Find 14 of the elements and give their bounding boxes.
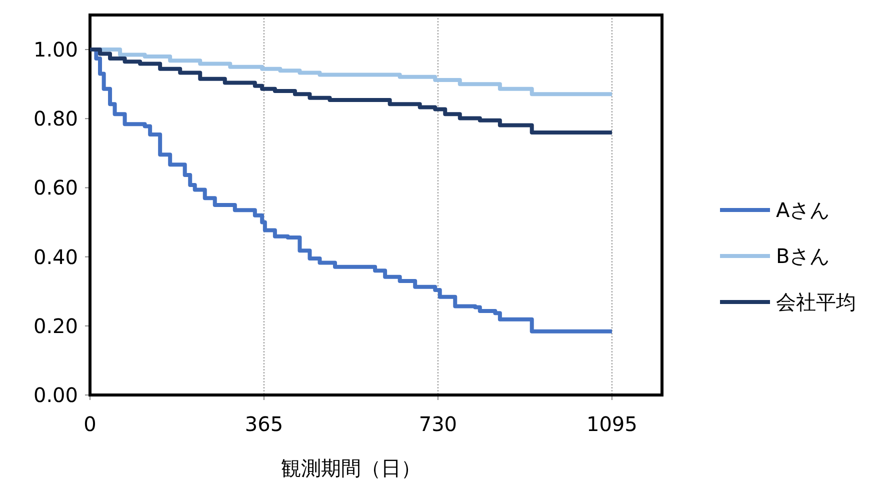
x-tick-label: 1095 [586, 412, 638, 436]
x-tick-label: 0 [84, 412, 96, 436]
legend-label: Aさん [776, 198, 830, 222]
x-tick-label: 730 [418, 412, 458, 436]
y-tick-label: 0.00 [33, 383, 78, 407]
y-tick-label: 0.80 [33, 106, 78, 131]
y-tick-label: 0.40 [33, 244, 78, 269]
legend-label: 会社平均 [776, 290, 856, 314]
x-axis-title: 観測期間（日） [280, 456, 421, 480]
legend-label: Bさん [776, 244, 830, 268]
y-tick-label: 0.60 [33, 176, 78, 200]
y-tick-label: 1.00 [33, 38, 78, 62]
y-tick-label: 0.20 [33, 314, 78, 338]
x-tick-label: 365 [244, 412, 284, 436]
